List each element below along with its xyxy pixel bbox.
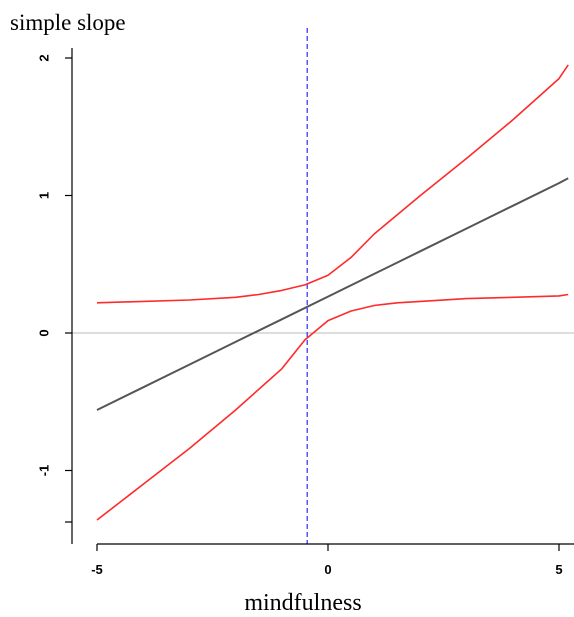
simple-slope-line [96, 177, 569, 411]
x-tick-label: 0 [324, 562, 331, 577]
plot-area: -1 0 1 2 -5 0 5 [36, 28, 574, 577]
x-axis-label: mindfulness [244, 590, 361, 616]
x-tick-label: -5 [91, 562, 103, 577]
y-tick-label: 2 [36, 54, 51, 61]
y-tick-label: 1 [36, 192, 51, 199]
lower-confidence-band [96, 293, 569, 521]
x-tick-label: 5 [555, 562, 562, 577]
upper-confidence-band [96, 64, 569, 304]
y-tick-label: 0 [36, 329, 51, 336]
y-tick-label: -1 [36, 465, 51, 477]
chart-title: simple slope [10, 10, 126, 35]
